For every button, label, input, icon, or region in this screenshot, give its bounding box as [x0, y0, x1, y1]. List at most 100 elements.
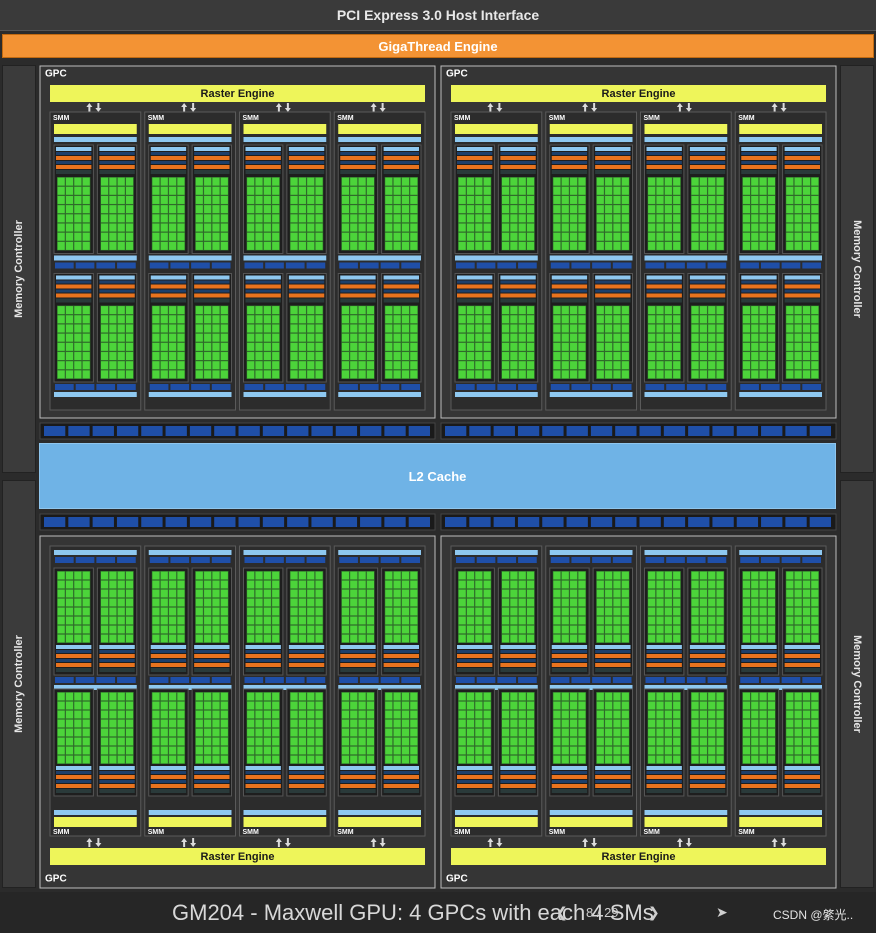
- processing-block: [243, 567, 284, 676]
- arrow-pair: [181, 838, 197, 847]
- crossbar-unit: [639, 426, 661, 436]
- crossbar-unit: [116, 517, 139, 527]
- raster-engine-label: Raster Engine: [201, 88, 275, 100]
- raster-engine: [50, 848, 425, 865]
- processing-block: [286, 567, 327, 676]
- memory-controller-top-left: Memory Controller: [2, 65, 36, 473]
- smm-label: SMM: [337, 115, 354, 122]
- arrow-pair: [181, 103, 197, 112]
- smm-block: SMM: [450, 111, 543, 411]
- smm-label: SMM: [243, 829, 260, 836]
- crossbar-unit: [360, 426, 382, 436]
- processing-block: [454, 144, 495, 254]
- processing-block: [191, 273, 232, 383]
- crossbar-unit: [517, 517, 540, 527]
- smm-polymorph-engine: [148, 817, 232, 827]
- crossbar-unit: [360, 517, 382, 527]
- smm-block: SMM: [333, 545, 426, 837]
- processing-block: [592, 567, 633, 676]
- processing-block: [148, 144, 189, 254]
- arrow-pair: [370, 103, 386, 112]
- crossbar-unit: [214, 517, 236, 527]
- crossbar-unit: [615, 517, 637, 527]
- page-indicator: 8 / 29: [586, 905, 619, 920]
- processing-block: [738, 567, 780, 676]
- processing-block: [286, 144, 327, 254]
- arrow-pair: [370, 838, 386, 847]
- processing-block: [191, 144, 232, 254]
- smm-polymorph-engine: [338, 124, 421, 134]
- gpc-4: SMM SMM SMM SMM Raster Engine GPC: [440, 535, 837, 889]
- crossbar-unit: [785, 426, 807, 436]
- processing-block: [148, 273, 189, 383]
- arrow-pair: [582, 838, 598, 847]
- smm-polymorph-engine: [243, 817, 327, 827]
- smm-block: SMM: [545, 111, 637, 411]
- crossbar-unit: [445, 426, 467, 436]
- processing-block: [738, 144, 780, 254]
- smm-polymorph-engine: [739, 817, 822, 827]
- processing-block: [644, 144, 685, 254]
- caption-bar: GM204 - Maxwell GPU: 4 GPCs with each 4 …: [0, 892, 876, 933]
- processing-block: [497, 688, 539, 797]
- crossbar-unit: [238, 426, 260, 436]
- crossbar-unit: [566, 426, 588, 436]
- processing-block: [497, 273, 539, 383]
- raster-engine-label: Raster Engine: [602, 851, 676, 863]
- crossbar-unit: [542, 426, 564, 436]
- crossbar-unit: [493, 517, 515, 527]
- smm-polymorph-engine: [455, 817, 538, 827]
- arrow-pair: [275, 838, 291, 847]
- crossbar-unit: [517, 426, 540, 436]
- processing-block: [782, 144, 823, 254]
- processing-block: [381, 144, 422, 254]
- gpc-3: SMM SMM SMM SMM Raster Engine GPC: [39, 535, 436, 889]
- processing-block: [381, 273, 422, 383]
- smm-label: SMM: [454, 829, 471, 836]
- share-icon[interactable]: ➤: [716, 904, 728, 920]
- smm-polymorph-engine: [644, 124, 728, 134]
- gpc-2: GPC Raster Engine SMM SMM SMM SMM: [440, 65, 837, 419]
- crossbar-unit: [639, 517, 661, 527]
- arrow-pair: [582, 103, 598, 112]
- crossbar-unit: [68, 426, 90, 436]
- smm-polymorph-engine: [455, 124, 538, 134]
- smm-block: SMM: [239, 111, 331, 411]
- chevron-right-icon[interactable]: ❯: [648, 904, 660, 920]
- smm-block: SMM: [734, 111, 827, 411]
- crossbar-unit: [165, 517, 187, 527]
- crossbar-unit: [688, 517, 710, 527]
- caption-title: GM204 - Maxwell GPU: 4 GPCs with each 4 …: [172, 900, 654, 925]
- crossbar-unit: [663, 426, 686, 436]
- processing-block: [337, 567, 379, 676]
- processing-block: [191, 688, 232, 797]
- processing-block: [53, 567, 94, 676]
- processing-block: [243, 273, 284, 383]
- smm-label: SMM: [148, 829, 165, 836]
- crossbar-unit: [311, 517, 333, 527]
- arrow-pair: [487, 838, 503, 847]
- crossbar-top-right: [440, 422, 837, 440]
- smm-block: SMM: [239, 545, 331, 837]
- smm-polymorph-engine: [739, 124, 822, 134]
- processing-block: [549, 688, 590, 797]
- processing-block: [738, 688, 780, 797]
- smm-block: SMM: [545, 545, 637, 837]
- crossbar-unit: [712, 517, 734, 527]
- smm-block: SMM: [640, 545, 732, 837]
- raster-engine: [50, 85, 425, 102]
- smm-block: SMM: [144, 111, 236, 411]
- processing-block: [337, 144, 379, 254]
- crossbar-unit: [262, 426, 285, 436]
- processing-block: [644, 273, 685, 383]
- processing-block: [96, 273, 138, 383]
- crossbar-unit: [469, 517, 491, 527]
- crossbar-unit: [809, 426, 831, 436]
- smm-label: SMM: [53, 829, 70, 836]
- chevron-left-icon[interactable]: ❮: [556, 904, 568, 920]
- smm-polymorph-engine: [549, 817, 633, 827]
- crossbar-unit: [141, 426, 163, 436]
- processing-block: [286, 688, 327, 797]
- crossbar-unit: [469, 426, 491, 436]
- processing-block: [454, 567, 495, 676]
